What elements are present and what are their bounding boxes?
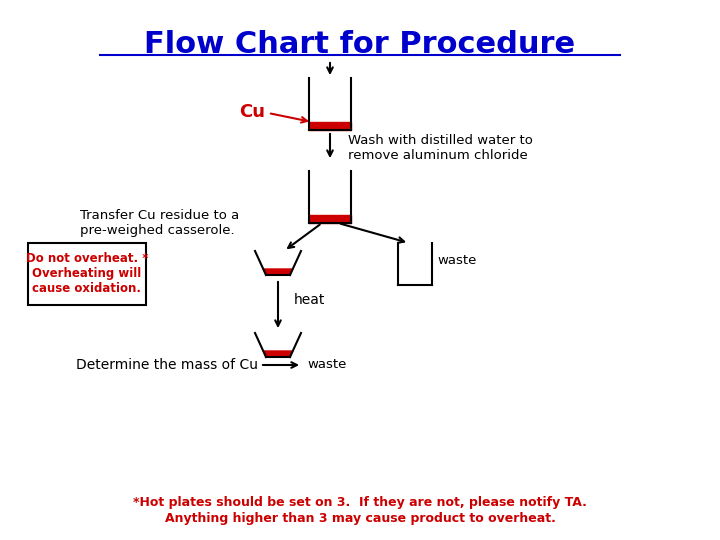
Text: heat: heat <box>294 293 325 307</box>
Text: Cu: Cu <box>239 103 265 121</box>
Text: Anything higher than 3 may cause product to overheat.: Anything higher than 3 may cause product… <box>165 512 555 525</box>
Text: Do not overheat. *
Overheating will
cause oxidation.: Do not overheat. * Overheating will caus… <box>26 253 148 295</box>
Text: Determine the mass of Cu: Determine the mass of Cu <box>76 358 258 372</box>
Text: waste: waste <box>437 254 477 267</box>
Text: *Hot plates should be set on 3.  If they are not, please notify TA.: *Hot plates should be set on 3. If they … <box>133 496 587 509</box>
Polygon shape <box>264 351 293 357</box>
Polygon shape <box>264 269 293 275</box>
Text: waste: waste <box>307 359 346 372</box>
Text: Flow Chart for Procedure: Flow Chart for Procedure <box>145 30 575 59</box>
Polygon shape <box>309 215 351 223</box>
Bar <box>28 243 146 305</box>
Text: Transfer Cu residue to a
pre-weighed casserole.: Transfer Cu residue to a pre-weighed cas… <box>80 209 239 237</box>
Polygon shape <box>309 122 351 130</box>
Text: Wash with distilled water to
remove aluminum chloride: Wash with distilled water to remove alum… <box>348 134 533 162</box>
